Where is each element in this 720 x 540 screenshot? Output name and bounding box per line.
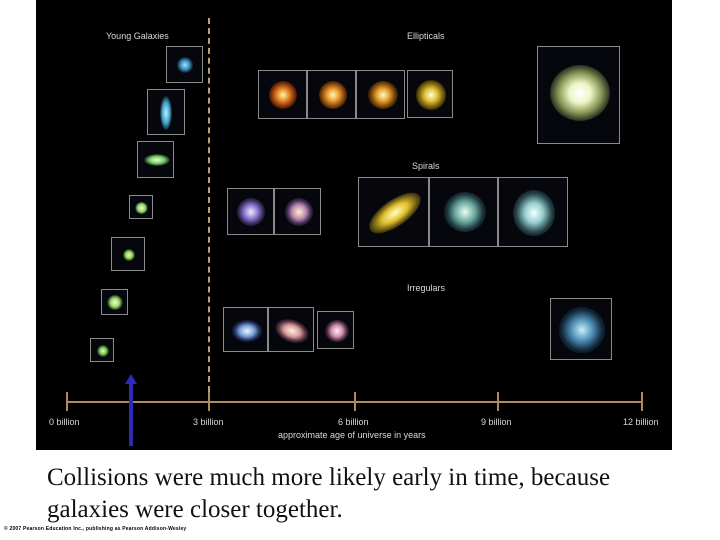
caption-line: galaxies were closer together.: [47, 496, 343, 523]
axis-tick-label: 0 billion: [49, 417, 80, 427]
axis-tick-label: 3 billion: [193, 417, 224, 427]
label-young-galaxies: Young Galaxies: [106, 31, 169, 41]
young-galaxy-image: [111, 237, 145, 271]
irregular-galaxy-image: [268, 307, 314, 352]
elliptical-galaxy-image: [307, 70, 356, 119]
galaxy-evolution-figure: Young Galaxies Ellipticals Spirals Irreg…: [36, 0, 672, 450]
spiral-galaxy-image: [358, 177, 429, 247]
irregular-galaxy-image: [550, 298, 612, 360]
spiral-galaxy-image: [429, 177, 498, 247]
elliptical-galaxy-image: [356, 70, 405, 119]
caption-line: Collisions were much more likely early i…: [47, 464, 611, 491]
spiral-galaxy-image: [227, 188, 274, 235]
elliptical-galaxy-image: [407, 70, 453, 118]
axis-tick-label: 12 billion: [623, 417, 659, 427]
axis-tick: [497, 392, 499, 411]
young-galaxy-image: [137, 141, 174, 178]
dashed-divider: [208, 18, 210, 392]
marker-arrow-icon: [125, 374, 137, 446]
label-ellipticals: Ellipticals: [407, 31, 445, 41]
axis-tick: [354, 392, 356, 411]
irregular-galaxy-image: [223, 307, 268, 352]
young-galaxy-image: [101, 289, 128, 315]
young-galaxy-image: [147, 89, 185, 135]
copyright-notice: © 2007 Pearson Education Inc., publishin…: [4, 526, 187, 532]
young-galaxy-image: [129, 195, 153, 219]
axis-tick: [208, 392, 210, 411]
axis-tick: [66, 392, 68, 411]
axis-tick-label: 9 billion: [481, 417, 512, 427]
label-irregulars: Irregulars: [407, 283, 446, 293]
spiral-galaxy-image: [274, 188, 321, 235]
irregular-galaxy-image: [317, 311, 354, 349]
elliptical-galaxy-image: [258, 70, 307, 119]
axis-tick-label: 6 billion: [338, 417, 369, 427]
axis-tick: [641, 392, 643, 411]
elliptical-galaxy-image: [537, 46, 620, 144]
label-spirals: Spirals: [412, 161, 440, 171]
axis-title: approximate age of universe in years: [278, 430, 426, 440]
caption: Collisions were much more likely early i…: [47, 462, 707, 526]
young-galaxy-image: [90, 338, 114, 362]
spiral-galaxy-image: [498, 177, 568, 247]
young-galaxy-image: [166, 46, 203, 83]
